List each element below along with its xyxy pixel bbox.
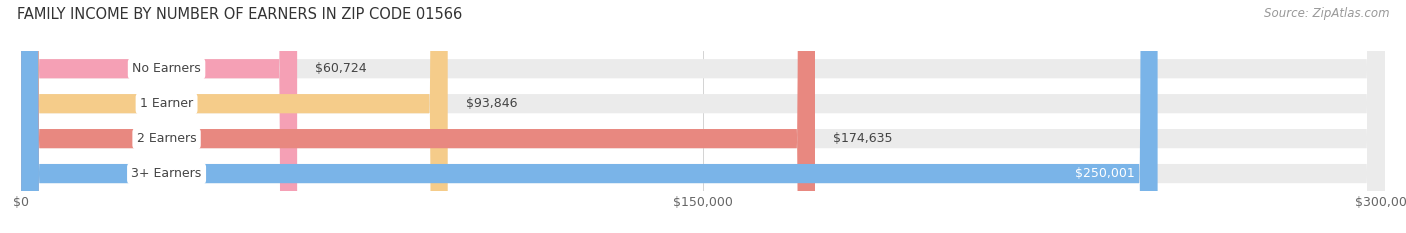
- FancyBboxPatch shape: [21, 0, 1385, 233]
- Text: $250,001: $250,001: [1076, 167, 1135, 180]
- Text: No Earners: No Earners: [132, 62, 201, 75]
- FancyBboxPatch shape: [21, 0, 1385, 233]
- Text: Source: ZipAtlas.com: Source: ZipAtlas.com: [1264, 7, 1389, 20]
- Text: $93,846: $93,846: [465, 97, 517, 110]
- Text: FAMILY INCOME BY NUMBER OF EARNERS IN ZIP CODE 01566: FAMILY INCOME BY NUMBER OF EARNERS IN ZI…: [17, 7, 463, 22]
- Text: 1 Earner: 1 Earner: [141, 97, 193, 110]
- FancyBboxPatch shape: [21, 0, 297, 233]
- Text: $60,724: $60,724: [315, 62, 367, 75]
- FancyBboxPatch shape: [21, 0, 815, 233]
- FancyBboxPatch shape: [21, 0, 1157, 233]
- FancyBboxPatch shape: [21, 0, 1385, 233]
- FancyBboxPatch shape: [21, 0, 447, 233]
- Text: 2 Earners: 2 Earners: [136, 132, 197, 145]
- Text: $174,635: $174,635: [834, 132, 893, 145]
- Text: 3+ Earners: 3+ Earners: [131, 167, 201, 180]
- FancyBboxPatch shape: [21, 0, 1385, 233]
